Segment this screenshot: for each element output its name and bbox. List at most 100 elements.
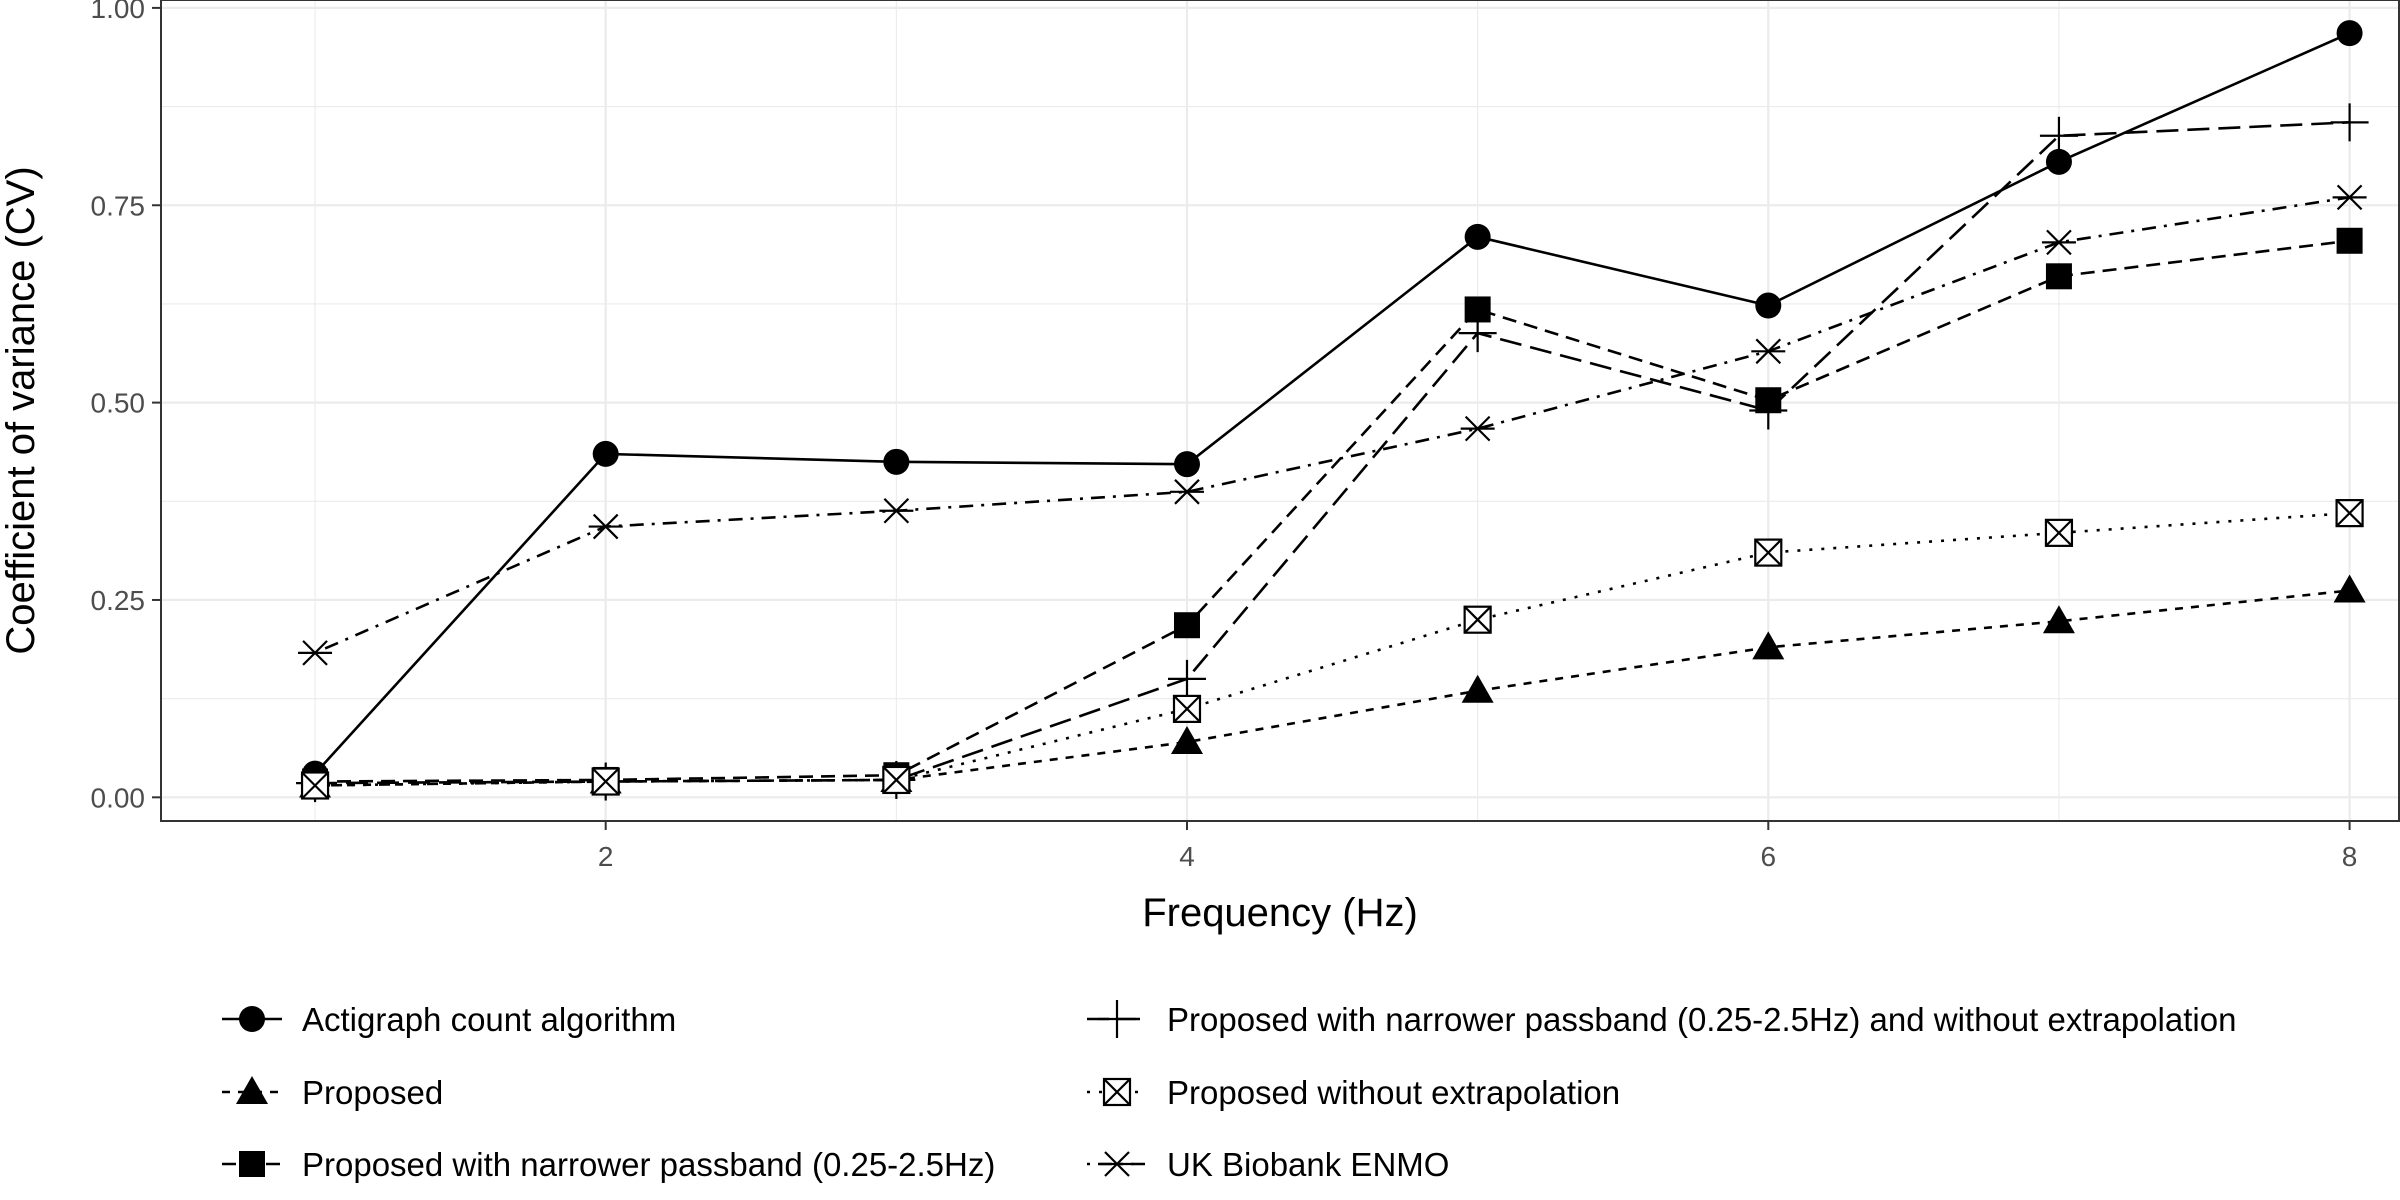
- panel-background: [161, 0, 2399, 821]
- data-point-asterisk: [2332, 184, 2367, 211]
- legend-item: Proposed with narrower passband (0.25-2.…: [222, 1146, 995, 1183]
- data-point-circle: [2336, 20, 2363, 47]
- data-point-boxcross: [1463, 605, 1492, 634]
- data-markers: [296, 20, 2369, 803]
- y-tick-label: 0.00: [91, 782, 146, 813]
- legend-item: Proposed: [222, 1074, 443, 1111]
- gridlines: [161, 0, 2399, 821]
- circle-marker-shape: [592, 440, 619, 467]
- square-marker-shape: [2336, 227, 2363, 254]
- triangle-marker-shape: [2042, 605, 2075, 634]
- data-point-boxcross: [591, 767, 620, 796]
- boxcross-marker-diag: [1103, 1078, 1131, 1106]
- asterisk-marker-stroke: [302, 640, 328, 666]
- boxcross-marker-diag: [882, 766, 911, 794]
- triangle-marker-shape: [1752, 631, 1785, 660]
- series-line-triangle: [315, 589, 2350, 787]
- data-point-asterisk: [1751, 338, 1786, 365]
- boxcross-marker-diag: [2045, 519, 2073, 547]
- data-point-circle: [883, 448, 910, 475]
- y-tick-label: 0.25: [91, 585, 146, 616]
- data-point-triangle: [1461, 674, 1494, 703]
- series-line-boxcross: [315, 511, 2350, 787]
- legend-item: Actigraph count algorithm: [222, 1001, 676, 1038]
- data-point-triangle: [1752, 631, 1785, 660]
- boxcross-marker-diag: [301, 771, 329, 800]
- x-tick-label: 8: [2342, 841, 2358, 872]
- square-marker-shape: [1173, 612, 1200, 639]
- legend-key-marker-plus: [1098, 1000, 1136, 1038]
- series-line-plus: [315, 121, 2350, 785]
- data-point-plus: [1458, 314, 1497, 353]
- legend-key-marker-asterisk: [1100, 1151, 1134, 1177]
- asterisk-marker-stroke: [883, 497, 910, 524]
- data-point-boxcross: [1172, 694, 1202, 724]
- legend-key-marker-square: [239, 1151, 265, 1177]
- data-point-circle: [1173, 451, 1200, 478]
- data-point-square: [2045, 263, 2072, 290]
- data-point-asterisk: [588, 513, 623, 540]
- data-point-plus: [2330, 103, 2369, 142]
- data-point-plus: [1749, 391, 1788, 430]
- circle-marker-shape: [239, 1006, 265, 1032]
- square-marker-shape: [2045, 263, 2072, 290]
- circle-marker-shape: [1755, 292, 1782, 319]
- data-point-asterisk: [2041, 229, 2076, 256]
- data-point-asterisk: [1169, 479, 1204, 505]
- x-tick-label: 2: [598, 841, 614, 872]
- asterisk-marker-stroke: [592, 513, 619, 540]
- legend-key-marker-boxcross: [1102, 1077, 1132, 1107]
- data-point-boxcross: [1754, 538, 1783, 567]
- series-line-circle: [314, 31, 2351, 775]
- circle-marker-shape: [1173, 451, 1200, 478]
- x-axis: 2 4 6 8: [598, 821, 2357, 872]
- y-axis-title: Coefficient of variance (CV): [0, 166, 43, 654]
- triangle-marker-shape: [2333, 574, 2366, 603]
- legend-label: Proposed: [302, 1074, 443, 1111]
- boxcross-marker-diag: [1754, 538, 1783, 567]
- data-point-asterisk: [1460, 415, 1495, 442]
- asterisk-marker-stroke: [2046, 229, 2072, 256]
- legend-key-marker-circle: [239, 1006, 265, 1032]
- y-tick-label: 0.75: [91, 190, 146, 221]
- x-tick-label: 4: [1179, 841, 1195, 872]
- triangle-marker-shape: [236, 1076, 268, 1104]
- boxcross-marker-diag: [1463, 605, 1492, 634]
- series-lines: [314, 31, 2351, 787]
- data-point-boxcross: [882, 765, 911, 795]
- series-line-asterisk: [314, 196, 2350, 655]
- data-point-circle: [1755, 292, 1782, 319]
- panel-border: [160, 0, 2400, 822]
- asterisk-marker-stroke: [2336, 184, 2363, 211]
- data-point-plus: [1167, 659, 1206, 698]
- data-point-triangle: [1170, 726, 1203, 755]
- data-point-square: [2336, 227, 2363, 254]
- data-point-asterisk: [298, 640, 333, 666]
- x-tick-label: 6: [1761, 841, 1777, 872]
- data-point-circle: [1464, 223, 1491, 250]
- plot-panel: [160, 0, 2400, 822]
- y-tick-label: 0.50: [91, 388, 146, 419]
- x-axis-title: Frequency (Hz): [1142, 891, 1418, 935]
- legend-key-marker-triangle: [236, 1076, 268, 1104]
- asterisk-marker-stroke: [1174, 479, 1200, 505]
- boxcross-marker-diag: [591, 767, 620, 796]
- data-point-triangle: [2333, 574, 2366, 603]
- legend-item: UK Biobank ENMO: [1087, 1146, 1449, 1183]
- data-point-boxcross: [2335, 499, 2364, 528]
- legend-label: Proposed without extrapolation: [1167, 1074, 1620, 1111]
- series-line-square: [315, 239, 2350, 783]
- triangle-marker-shape: [1461, 674, 1494, 703]
- asterisk-marker-stroke: [1104, 1151, 1130, 1177]
- boxcross-marker-diag: [2335, 499, 2364, 527]
- legend-item: Proposed without extrapolation: [1087, 1074, 1620, 1111]
- circle-marker-shape: [2045, 148, 2072, 175]
- y-tick-label: 1.00: [91, 0, 146, 24]
- square-marker-shape: [239, 1151, 265, 1177]
- legend-label: Actigraph count algorithm: [302, 1001, 676, 1038]
- legend-label: Proposed with narrower passband (0.25-2.…: [302, 1146, 995, 1183]
- circle-marker-shape: [1464, 223, 1491, 250]
- data-point-square: [1173, 612, 1200, 639]
- asterisk-marker-stroke: [1755, 338, 1782, 365]
